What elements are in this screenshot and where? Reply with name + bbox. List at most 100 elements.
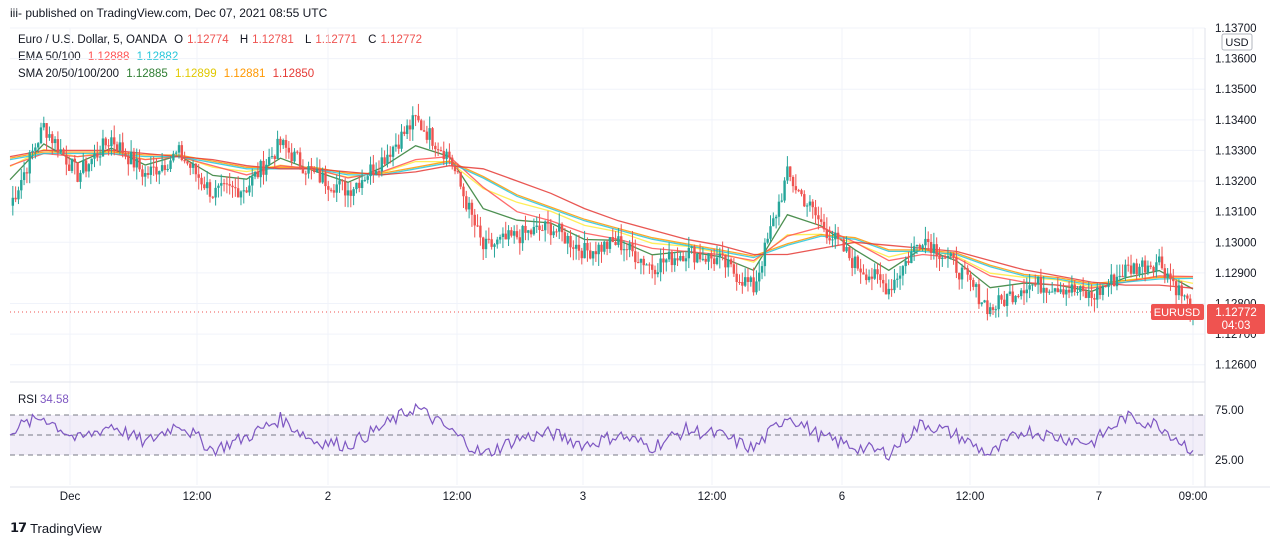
candle-body xyxy=(22,172,26,181)
candle-body xyxy=(501,233,505,237)
candle-body xyxy=(974,284,978,287)
candle-body xyxy=(969,274,972,280)
price-tick-label: 1.12900 xyxy=(1215,268,1257,280)
candle-body xyxy=(912,246,916,252)
time-tick-label: 12:00 xyxy=(183,491,212,503)
candle-body xyxy=(1062,289,1065,295)
candle-body xyxy=(783,180,786,201)
candle-body xyxy=(355,182,358,190)
candle-body xyxy=(755,281,758,293)
candle-body xyxy=(811,201,814,208)
grid-lines xyxy=(10,27,1205,485)
candle-body xyxy=(434,145,437,150)
sma50-value: 1.12899 xyxy=(175,68,217,80)
candle-body xyxy=(445,151,448,160)
candle-body xyxy=(605,241,609,249)
candle-body xyxy=(327,186,330,190)
candle-body xyxy=(704,258,707,262)
candle-body xyxy=(963,267,967,269)
candle-body xyxy=(17,190,20,200)
candle-body xyxy=(270,156,274,158)
candle-body xyxy=(343,181,347,196)
candle-body xyxy=(881,279,885,284)
candle-body xyxy=(1028,285,1031,290)
candle-body xyxy=(924,238,927,246)
candle-body xyxy=(577,244,581,251)
candle-body xyxy=(82,160,85,173)
candle-body xyxy=(158,171,161,175)
candle-body xyxy=(679,256,682,261)
candle-body xyxy=(135,158,138,168)
candle-body xyxy=(952,253,955,258)
candle-body xyxy=(1031,284,1034,286)
symbol-name[interactable]: Euro / U.S. Dollar, 5, OANDA xyxy=(18,34,167,46)
candle-body xyxy=(1008,291,1012,295)
candle-body xyxy=(324,172,327,187)
candle-body xyxy=(197,174,200,178)
candle-body xyxy=(459,172,462,187)
candle-body xyxy=(366,176,369,180)
candle-body xyxy=(20,180,23,191)
candle-body xyxy=(620,236,623,251)
candle-body xyxy=(101,138,105,157)
candle-body xyxy=(346,190,350,196)
candle-body xyxy=(1129,265,1133,274)
candle-body xyxy=(87,164,91,172)
candle-body xyxy=(14,197,17,200)
candle-body xyxy=(476,225,479,227)
candle-body xyxy=(360,180,364,189)
legend-ema-row[interactable]: EMA 50/100 1.12888 1.12882 xyxy=(18,51,182,63)
candle-body xyxy=(304,173,307,175)
candle-body xyxy=(451,157,454,167)
candle-body xyxy=(180,145,184,161)
candle-body xyxy=(955,257,958,273)
candle-body xyxy=(45,123,48,138)
candle-body xyxy=(211,196,214,198)
candle-body xyxy=(169,160,172,169)
candle-body xyxy=(296,151,299,153)
candle-body xyxy=(648,264,651,266)
candle-body xyxy=(839,239,843,241)
candle-body xyxy=(1121,275,1124,278)
candle-body xyxy=(166,168,169,170)
candle-body xyxy=(408,125,412,130)
candle-body xyxy=(414,115,417,117)
candle-body xyxy=(859,268,862,273)
candle-body xyxy=(276,138,279,159)
candle-body xyxy=(701,258,705,260)
time-tick-label: 2 xyxy=(325,491,331,503)
candle-body xyxy=(915,244,919,247)
candle-body xyxy=(1022,290,1026,294)
candle-body xyxy=(1174,281,1178,296)
candle-body xyxy=(836,232,840,240)
candle-body xyxy=(25,172,29,174)
candle-body xyxy=(400,131,403,149)
candle-body xyxy=(749,277,752,282)
candle-body xyxy=(1053,288,1057,292)
candle-body xyxy=(994,309,998,311)
candle-body xyxy=(1169,273,1172,279)
candle-body xyxy=(927,238,930,243)
candle-body xyxy=(129,151,133,165)
candle-body xyxy=(144,173,147,177)
price-tick-label: 1.13000 xyxy=(1215,237,1257,249)
candle-body xyxy=(949,253,952,256)
candle-body xyxy=(200,177,203,185)
candle-body xyxy=(1050,291,1054,293)
candle-body xyxy=(586,243,589,251)
candle-body xyxy=(425,131,429,140)
candle-body xyxy=(524,225,527,233)
currency-box[interactable] xyxy=(1221,33,1253,51)
legend-sma-row[interactable]: SMA 20/50/100/200 1.12885 1.12899 1.1288… xyxy=(18,68,318,80)
candle-body xyxy=(865,274,868,281)
candle-body xyxy=(642,258,645,266)
candle-body xyxy=(538,225,541,230)
footer-brand[interactable]: 𝟭𝟳 TradingView xyxy=(10,520,102,536)
candle-body xyxy=(527,230,530,233)
time-tick-label: 12:00 xyxy=(698,491,727,503)
candle-body xyxy=(814,207,817,216)
candle-body xyxy=(507,230,510,240)
candle-body xyxy=(183,160,186,162)
candle-body xyxy=(282,140,285,146)
